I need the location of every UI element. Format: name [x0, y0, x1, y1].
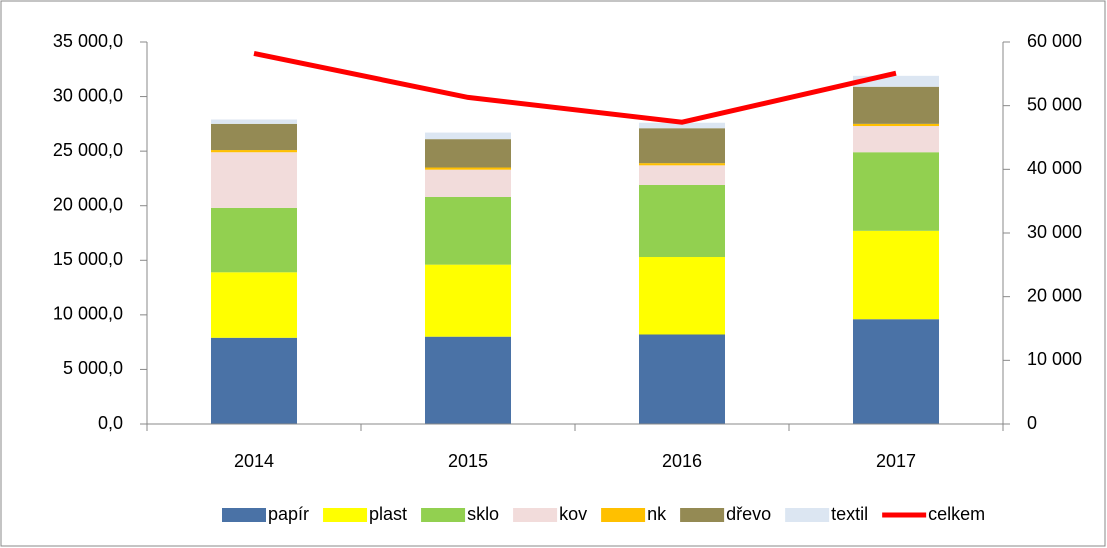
legend-swatch: [680, 508, 725, 522]
bar-segment: [853, 319, 939, 424]
bar-segment: [853, 230, 939, 320]
y2-tick-label: 30 000: [1027, 222, 1082, 242]
bar-segment: [211, 152, 297, 208]
y2-tick-label: 60 000: [1027, 31, 1082, 51]
bar-segment: [639, 184, 725, 258]
bar-segment: [639, 163, 725, 166]
x-tick-label: 2014: [234, 451, 274, 471]
x-tick-label: 2016: [662, 451, 702, 471]
legend-label: textil: [831, 504, 868, 524]
legend-label: dřevo: [726, 504, 771, 524]
bar-segment: [211, 207, 297, 273]
bar-segment: [639, 334, 725, 424]
y2-tick-label: 40 000: [1027, 158, 1082, 178]
y2-tick-label: 50 000: [1027, 94, 1082, 114]
legend-label: sklo: [467, 504, 499, 524]
y-tick-label: 10 000,0: [53, 304, 123, 324]
y-tick-label: 20 000,0: [53, 194, 123, 214]
legend-label: celkem: [928, 504, 985, 524]
bar-segment: [211, 150, 297, 153]
bar-segment: [639, 128, 725, 164]
y-tick-label: 0,0: [98, 413, 123, 433]
bar-segment: [853, 123, 939, 127]
bar-segment: [425, 264, 511, 337]
bar-segment: [211, 337, 297, 424]
legend-swatch: [513, 508, 558, 522]
legend-label: kov: [559, 504, 587, 524]
legend-swatch: [601, 508, 646, 522]
bar-segment: [425, 336, 511, 424]
bar-segment: [211, 119, 297, 124]
bar-segment: [853, 75, 939, 87]
bar-segment: [853, 126, 939, 153]
y-tick-label: 35 000,0: [53, 31, 123, 51]
y2-tick-label: 0: [1027, 413, 1037, 433]
y-tick-label: 5 000,0: [63, 358, 123, 378]
legend-swatch: [785, 508, 830, 522]
y2-tick-label: 10 000: [1027, 349, 1082, 369]
legend-label: plast: [369, 504, 407, 524]
bar-segment: [853, 152, 939, 231]
legend-label: nk: [647, 504, 667, 524]
y-tick-label: 15 000,0: [53, 249, 123, 269]
bar-segment: [639, 165, 725, 185]
bar-segment: [425, 196, 511, 265]
x-tick-label: 2015: [448, 451, 488, 471]
bar-segment: [425, 139, 511, 168]
bar-segment: [639, 257, 725, 335]
bar-segment: [425, 132, 511, 140]
x-tick-label: 2017: [876, 451, 916, 471]
bar-segment: [425, 169, 511, 197]
line-series: [253, 51, 897, 125]
y-tick-label: 25 000,0: [53, 140, 123, 160]
legend-swatch: [323, 508, 368, 522]
y-tick-label: 30 000,0: [53, 85, 123, 105]
bar-segment: [211, 123, 297, 151]
legend-swatch: [421, 508, 466, 522]
y2-tick-label: 20 000: [1027, 285, 1082, 305]
legend-swatch: [222, 508, 266, 522]
bar-segment: [211, 272, 297, 338]
legend-label: papír: [268, 504, 309, 524]
bar-segment: [853, 86, 939, 124]
bar-segment: [425, 167, 511, 170]
bar-segment: [639, 122, 725, 129]
